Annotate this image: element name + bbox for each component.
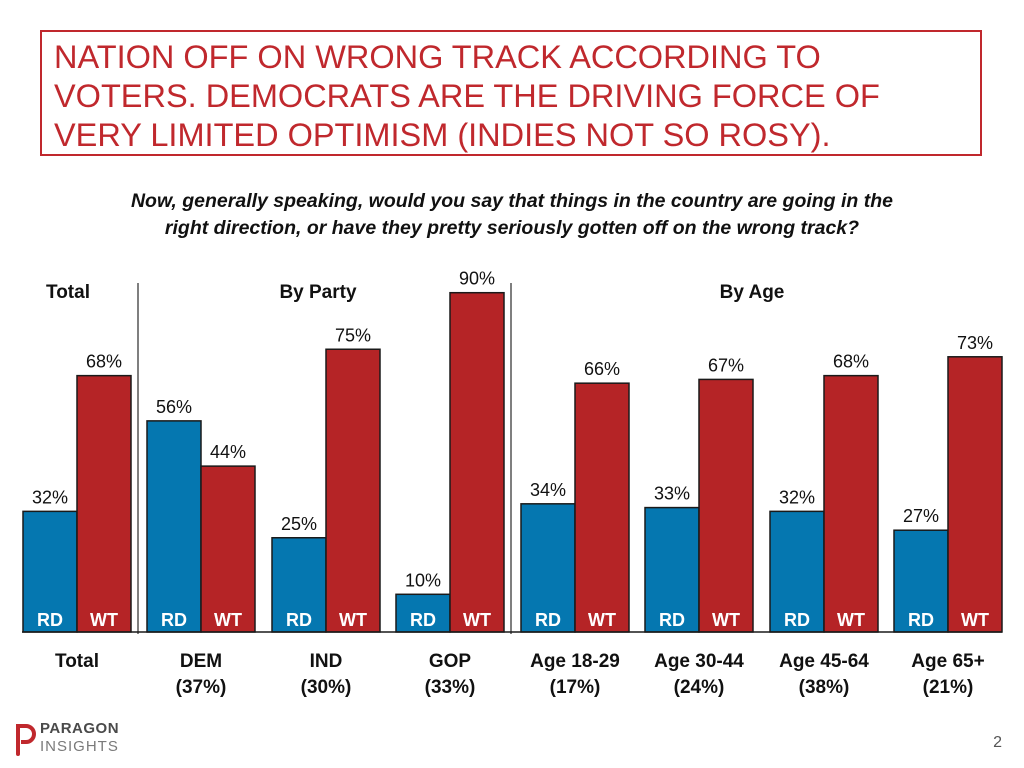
bar-label-rd: RD <box>908 610 934 630</box>
title-line-3: VERY LIMITED OPTIMISM (INDIES NOT SO ROS… <box>54 117 831 153</box>
data-label-rd: 56% <box>156 397 192 417</box>
bar-label-rd: RD <box>161 610 187 630</box>
category-sublabel: (33%) <box>425 677 476 698</box>
survey-question: Now, generally speaking, would you say t… <box>40 188 984 242</box>
data-label-wt: 75% <box>335 325 371 345</box>
section-header: Total <box>46 282 90 303</box>
bar-rd <box>22 510 78 633</box>
bar-label-rd: RD <box>784 610 810 630</box>
category-sublabel: (24%) <box>674 677 725 698</box>
data-label-wt: 68% <box>86 352 122 372</box>
bar-label-rd: RD <box>535 610 561 630</box>
category-sublabel: (37%) <box>176 677 227 698</box>
data-label-rd: 32% <box>32 487 68 507</box>
title-box: NATION OFF ON WRONG TRACK ACCORDING TO V… <box>40 30 982 156</box>
title-line-2: VOTERS. DEMOCRATS ARE THE DRIVING FORCE … <box>54 78 880 114</box>
bar-label-rd: RD <box>37 610 63 630</box>
bar-wt <box>823 374 879 633</box>
data-label-rd: 33% <box>654 484 690 504</box>
data-label-wt: 68% <box>833 352 869 372</box>
bar-label-wt: WT <box>214 610 242 630</box>
category-label: IND <box>310 651 343 672</box>
bar-label-rd: RD <box>659 610 685 630</box>
bar-wt <box>325 348 381 633</box>
bar-rd <box>395 593 451 633</box>
paragon-insights-logo: PARAGON INSIGHTS <box>12 718 142 758</box>
bar-wt <box>574 382 630 633</box>
bar-wt <box>449 291 505 633</box>
bar-rd <box>146 420 202 633</box>
category-sublabel: (21%) <box>923 677 974 698</box>
data-label-rd: 25% <box>281 514 317 534</box>
section-header: By Age <box>720 282 785 303</box>
bar-label-wt: WT <box>837 610 865 630</box>
category-label: Age 18-29 <box>530 651 620 672</box>
bar-label-wt: WT <box>588 610 616 630</box>
bar-wt <box>200 465 256 633</box>
bar-label-wt: WT <box>712 610 740 630</box>
data-label-rd: 34% <box>530 480 566 500</box>
bar-label-rd: RD <box>410 610 436 630</box>
logo-text-insights: INSIGHTS <box>40 738 119 755</box>
bar-label-wt: WT <box>90 610 118 630</box>
logo-text-paragon: PARAGON <box>40 720 120 737</box>
data-label-rd: 10% <box>405 570 441 590</box>
data-label-wt: 44% <box>210 442 246 462</box>
data-label-wt: 90% <box>459 269 495 289</box>
category-sublabel: (17%) <box>550 677 601 698</box>
category-sublabel: (38%) <box>799 677 850 698</box>
category-label: Age 30-44 <box>654 651 744 672</box>
question-line-2: right direction, or have they pretty ser… <box>164 217 860 239</box>
category-sublabel: (30%) <box>301 677 352 698</box>
category-label: Age 65+ <box>911 651 984 672</box>
bar-wt <box>947 356 1003 633</box>
data-label-wt: 73% <box>957 333 993 353</box>
page-number: 2 <box>993 734 1002 751</box>
data-label-wt: 66% <box>584 359 620 379</box>
category-label: GOP <box>429 651 472 672</box>
category-label: Total <box>55 651 99 672</box>
category-label: DEM <box>180 651 222 672</box>
bar-label-rd: RD <box>286 610 312 630</box>
paragon-p-icon <box>16 724 36 756</box>
bar-label-wt: WT <box>463 610 491 630</box>
title-line-1: NATION OFF ON WRONG TRACK ACCORDING TO <box>54 39 821 75</box>
bar-label-wt: WT <box>961 610 989 630</box>
bar-wt <box>698 378 754 633</box>
data-label-rd: 32% <box>779 487 815 507</box>
question-line-1: Now, generally speaking, would you say t… <box>130 190 894 212</box>
section-header: By Party <box>279 282 357 303</box>
bar-rd <box>271 537 327 633</box>
bar-wt <box>76 374 132 633</box>
data-label-wt: 67% <box>708 355 744 375</box>
category-label: Age 45-64 <box>779 651 869 672</box>
data-label-rd: 27% <box>903 506 939 526</box>
bar-label-wt: WT <box>339 610 367 630</box>
bar-rd <box>520 503 576 633</box>
